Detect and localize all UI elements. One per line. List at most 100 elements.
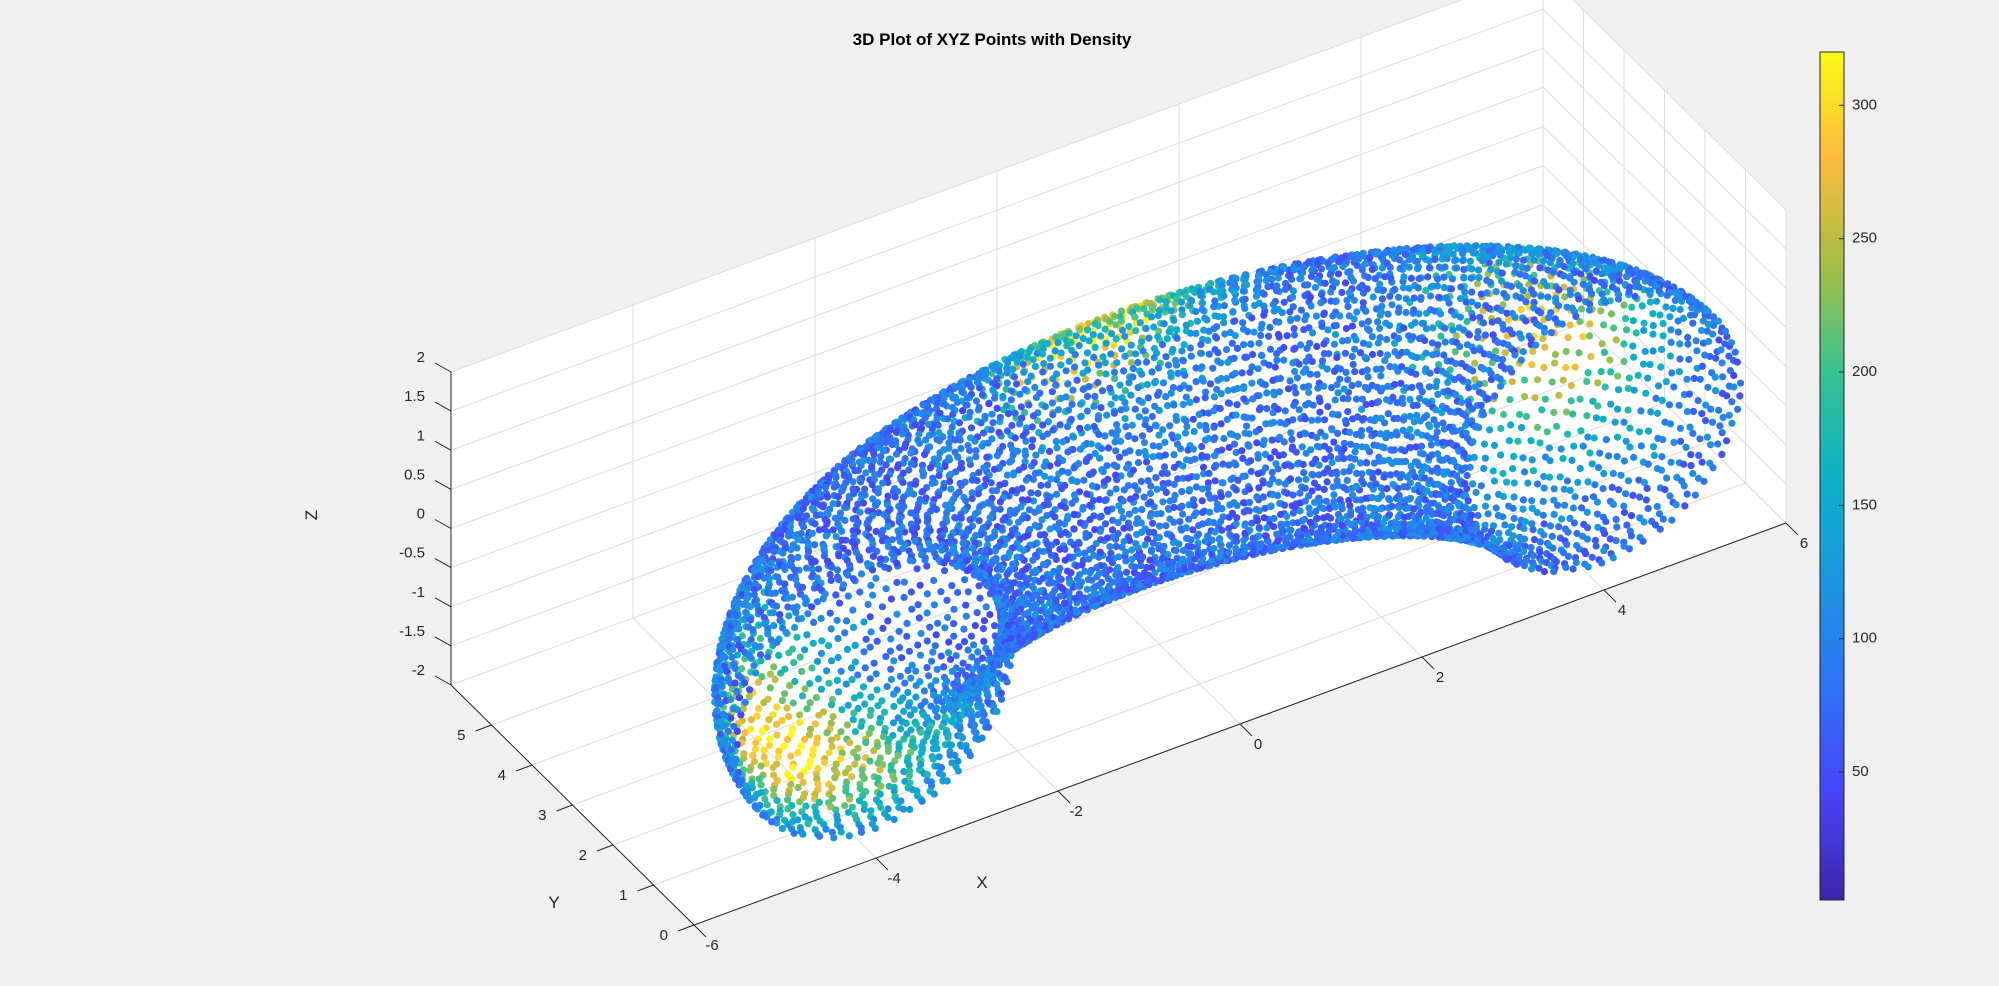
scatter-point <box>1313 442 1321 450</box>
scatter-point <box>1128 546 1136 554</box>
scatter-point <box>1351 345 1359 353</box>
scatter-point <box>1179 474 1187 482</box>
scatter-point <box>1346 268 1354 276</box>
scatter-point <box>755 621 763 629</box>
scatter-point <box>1182 524 1190 532</box>
scatter-point <box>900 707 908 716</box>
scatter-point <box>1452 332 1460 340</box>
scatter-point <box>1009 579 1017 587</box>
scatter-point <box>1666 352 1674 360</box>
scatter-point <box>1638 302 1646 310</box>
scatter-point <box>758 673 766 681</box>
scatter-point <box>830 483 838 491</box>
scatter-point <box>1306 370 1314 378</box>
scatter-point <box>1290 345 1298 353</box>
scatter-point <box>817 649 826 658</box>
scatter-point <box>1131 313 1139 321</box>
scatter-point <box>866 613 874 621</box>
scatter-point <box>996 498 1005 506</box>
scatter-point <box>1035 578 1043 586</box>
scatter-point <box>1112 471 1120 479</box>
scatter-point <box>1189 445 1198 453</box>
scatter-point <box>1270 391 1278 399</box>
scatter-point <box>1333 381 1341 389</box>
scatter-point <box>1146 512 1154 521</box>
scatter-point <box>1566 514 1574 523</box>
scatter-point <box>1010 373 1019 381</box>
scatter-point <box>1489 522 1498 530</box>
scatter-point <box>808 529 817 537</box>
scatter-point <box>754 678 763 686</box>
scatter-point <box>864 600 872 609</box>
scatter-point <box>1649 330 1657 338</box>
scatter-point <box>919 472 927 480</box>
scatter-point <box>1209 288 1218 296</box>
scatter-point <box>848 460 857 468</box>
scatter-point <box>980 464 988 472</box>
scatter-point <box>984 541 992 549</box>
scatter-point <box>1009 471 1017 479</box>
scatter-point <box>870 435 879 444</box>
scatter-point <box>867 581 875 590</box>
scatter-point <box>1265 361 1273 369</box>
scatter-point <box>1088 482 1097 490</box>
scatter-point <box>1296 489 1304 497</box>
scatter-point <box>1076 519 1084 527</box>
scatter-point <box>766 684 774 692</box>
scatter-point <box>1270 523 1278 531</box>
scatter-point <box>1388 301 1396 309</box>
scatter-point <box>1316 408 1324 416</box>
scatter-point <box>1474 301 1482 309</box>
scatter-point <box>886 433 894 441</box>
scatter-point <box>1332 279 1340 287</box>
scatter-point <box>1224 358 1232 366</box>
scatter-point <box>1393 431 1401 439</box>
scatter-point <box>999 392 1007 400</box>
scatter-point <box>1187 550 1195 558</box>
scatter-point <box>926 464 935 472</box>
scatter-point <box>1266 345 1275 353</box>
scatter-point <box>965 413 973 421</box>
scatter-point <box>1158 341 1167 349</box>
scatter-point <box>1344 395 1352 403</box>
scatter-point <box>1028 443 1036 451</box>
scatter-point <box>1540 472 1548 481</box>
scatter-point <box>1567 382 1575 390</box>
scatter-point <box>1140 569 1148 577</box>
scatter-point <box>751 580 760 588</box>
scatter-point <box>798 667 806 676</box>
scatter-point <box>902 719 910 727</box>
scatter-point <box>1483 289 1491 297</box>
scatter-point <box>1558 515 1566 523</box>
scatter-point <box>940 707 948 715</box>
scatter-point <box>1277 510 1285 519</box>
scatter-point <box>1170 463 1178 471</box>
scatter-point <box>836 513 844 522</box>
scatter-point <box>1056 583 1064 591</box>
scatter-point <box>1162 393 1170 401</box>
scatter-point <box>930 576 938 585</box>
scatter-point <box>1090 353 1098 361</box>
scatter-point <box>1657 363 1665 371</box>
scatter-point <box>944 415 952 423</box>
scatter-point <box>857 722 865 730</box>
scatter-point <box>1327 288 1335 296</box>
scatter-point <box>1576 395 1584 403</box>
scatter-point <box>1332 321 1340 329</box>
scatter-point <box>1410 306 1418 314</box>
scatter-point <box>1112 335 1120 343</box>
scatter-point <box>1377 253 1385 261</box>
scatter-point <box>1449 326 1457 334</box>
scatter-point <box>1620 340 1628 348</box>
scatter-point <box>806 725 815 733</box>
scatter-point <box>1075 342 1083 350</box>
scatter-point <box>1316 398 1324 406</box>
scatter-point <box>1353 308 1361 316</box>
scatter-point <box>1422 255 1430 263</box>
scatter-point <box>1009 560 1017 568</box>
scatter-point <box>769 711 777 719</box>
scatter-point <box>1352 482 1360 490</box>
scatter-point <box>1419 250 1427 258</box>
scatter-point <box>1665 401 1674 409</box>
scatter-point <box>954 671 962 679</box>
